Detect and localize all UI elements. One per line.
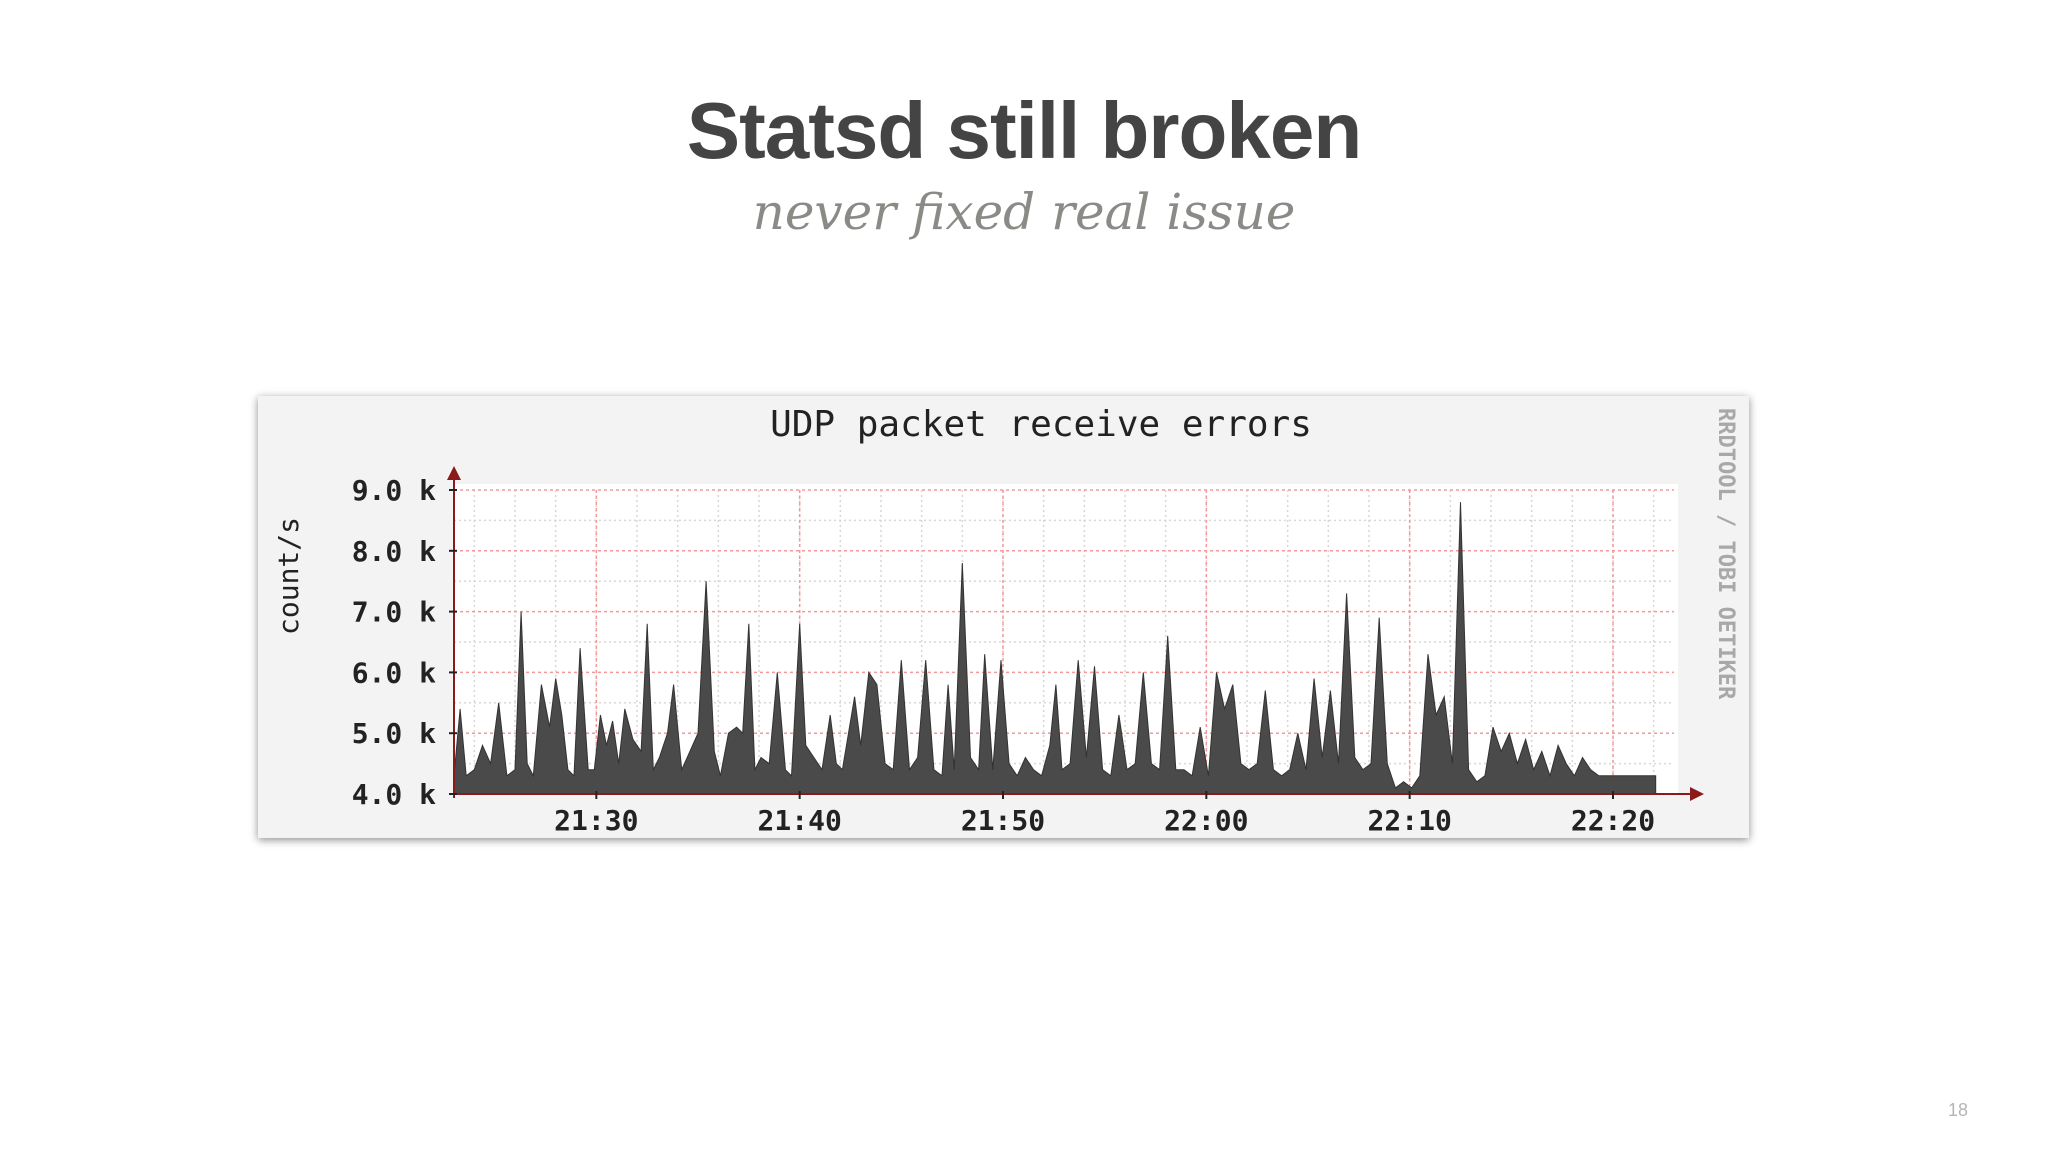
y-tick-label: 7.0 k: [352, 596, 436, 629]
plot-area: [454, 484, 1678, 794]
x-tick-label: 22:20: [1571, 804, 1655, 837]
axes: [447, 466, 1704, 801]
y-tick-label: 4.0 k: [352, 778, 436, 811]
y-tick-label: 6.0 k: [352, 656, 436, 689]
x-tick-label: 22:10: [1368, 804, 1452, 837]
slide-subtitle: never fixed real issue: [752, 183, 1296, 241]
tick-labels: 4.0 k 5.0 k 6.0 k 7.0 k 8.0 k 9.0 k 21:30 21:40…: [352, 474, 1655, 837]
rrd-graph: 4.0 k 5.0 k 6.0 k 7.0 k 8.0 k 9.0 k 21:30 21:40…: [258, 396, 1749, 838]
x-tick-label: 21:50: [961, 804, 1045, 837]
y-tick-label: 8.0 k: [352, 535, 436, 568]
data-area-series: [453, 502, 1657, 795]
chart-title: UDP packet receive errors: [770, 404, 1312, 445]
x-tick-label: 22:00: [1164, 804, 1248, 837]
page-number: 18: [1947, 1100, 1968, 1120]
y-axis-arrow: [447, 466, 461, 480]
x-axis-arrow: [1690, 787, 1704, 801]
rrdtool-watermark: RRDTOOL / TOBI OETIKER: [1713, 408, 1738, 700]
x-tick-label: 21:30: [554, 804, 638, 837]
x-tick-label: 21:40: [758, 804, 842, 837]
y-tick-label: 5.0 k: [352, 717, 436, 750]
y-axis-label: count/s: [272, 517, 305, 635]
y-tick-label: 9.0 k: [352, 474, 436, 507]
chart-svg: 4.0 k 5.0 k 6.0 k 7.0 k 8.0 k 9.0 k 21:30 21:40…: [258, 396, 1749, 838]
slide-title: Statsd still broken: [686, 86, 1362, 175]
